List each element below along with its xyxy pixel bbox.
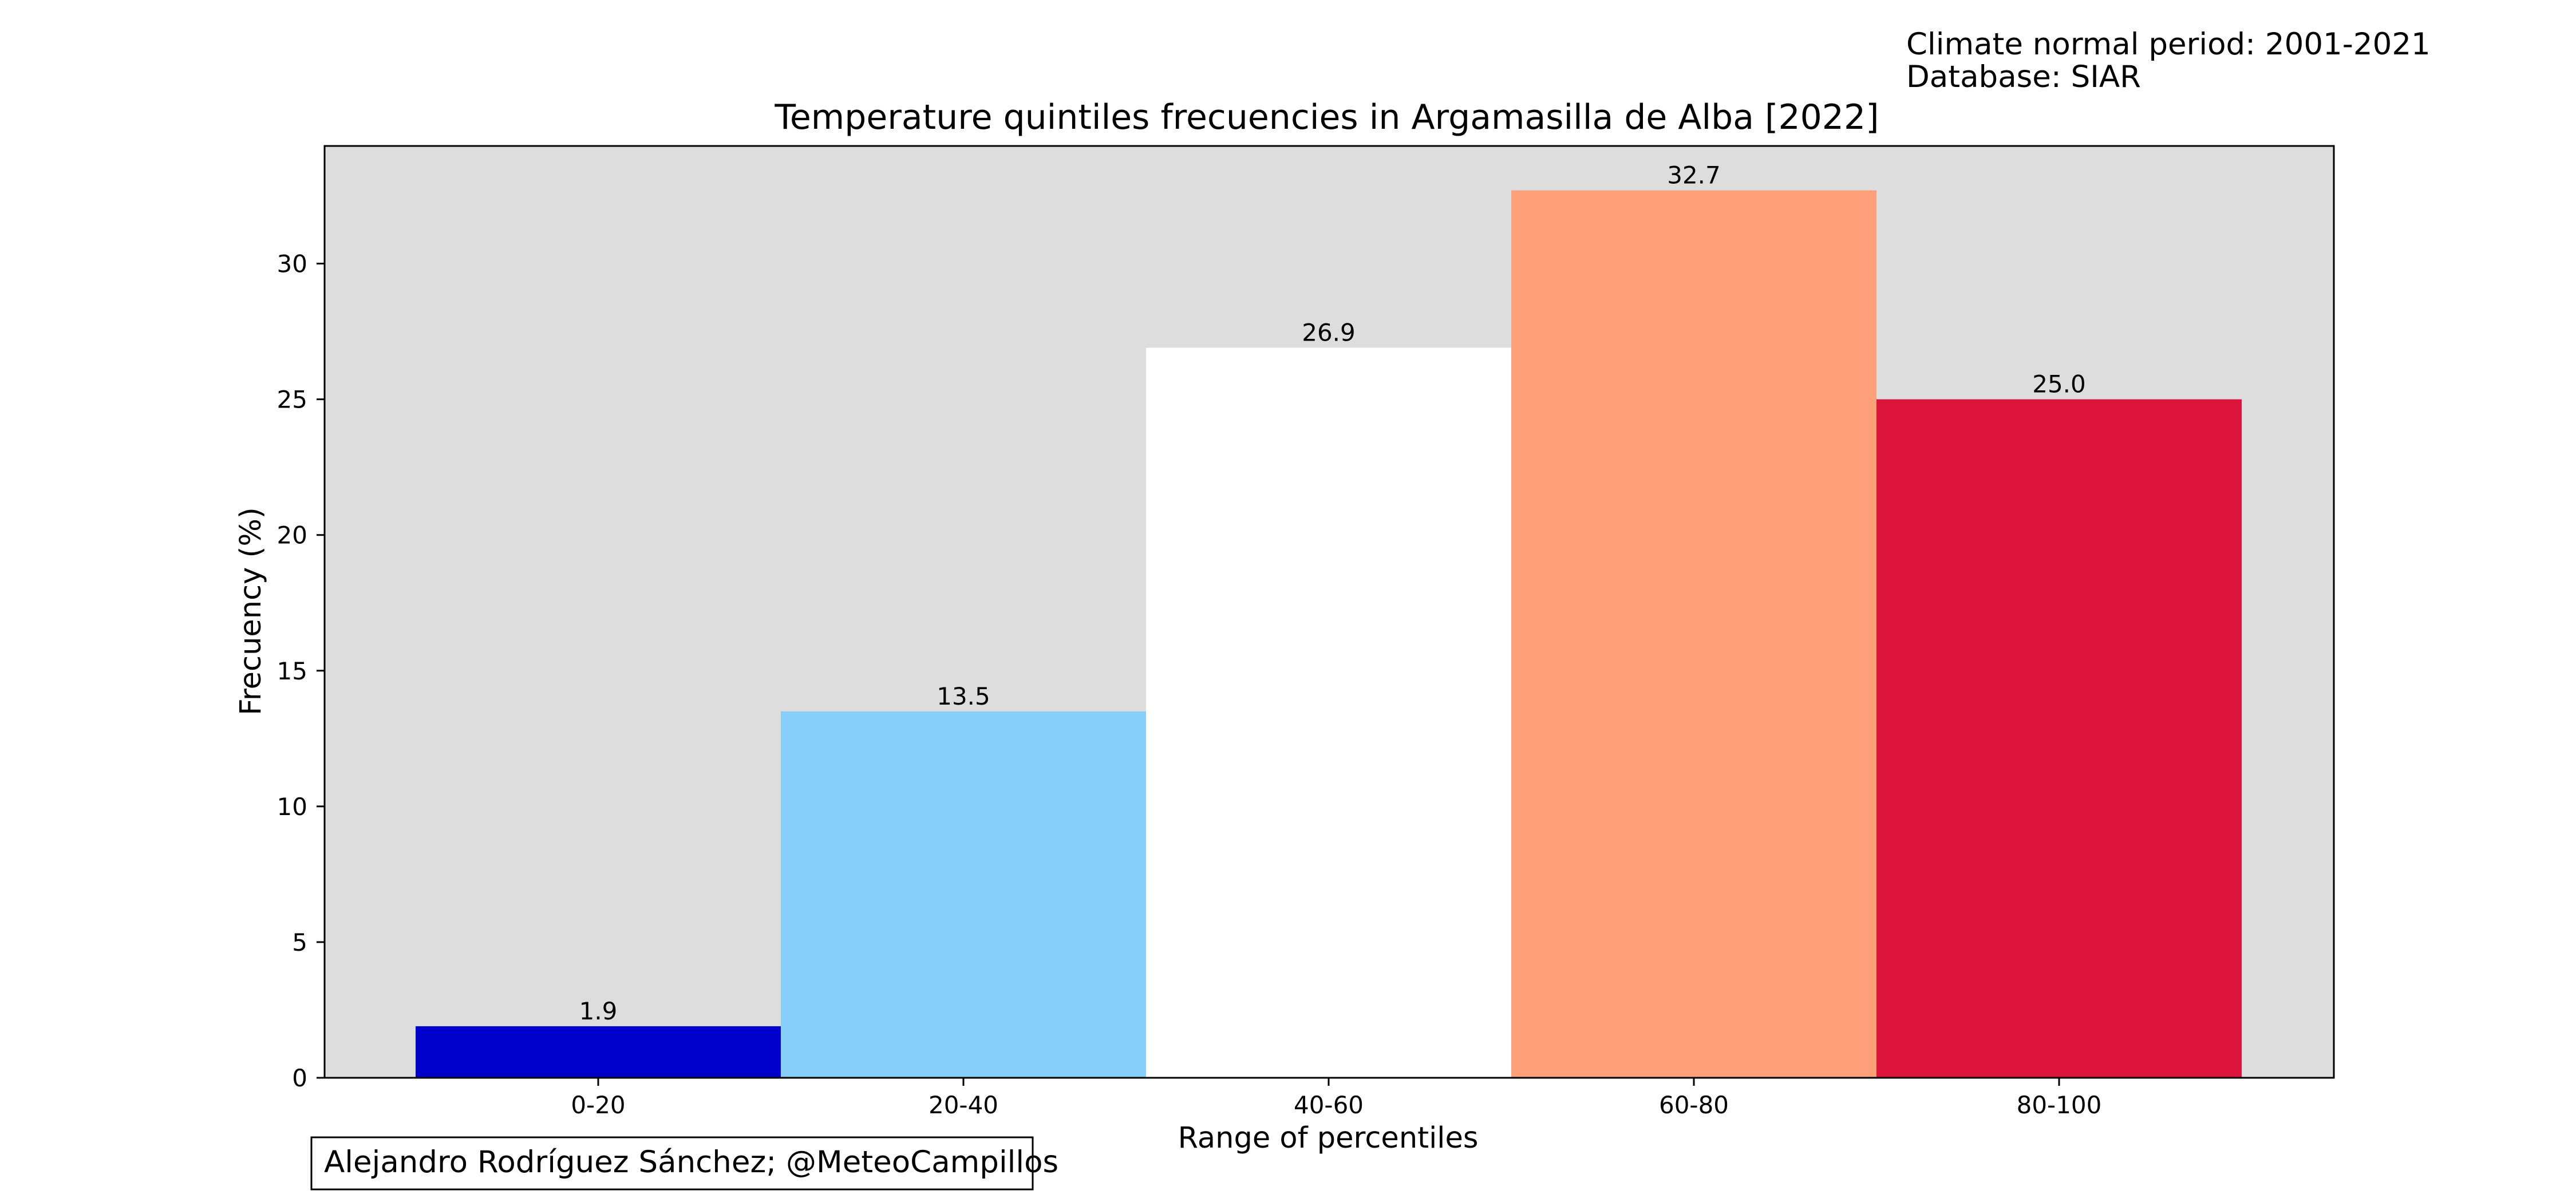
y-tick-label-25: 25 bbox=[277, 386, 307, 414]
value-label-20-40: 13.5 bbox=[937, 682, 990, 710]
credit-box bbox=[310, 1136, 1034, 1191]
y-tick-label-10: 10 bbox=[277, 793, 307, 821]
value-labels-group: 1.9 13.5 26.9 32.7 25.0 bbox=[579, 161, 2086, 1025]
bar-40-60 bbox=[1146, 347, 1511, 1078]
x-tick-label-80-100: 80-100 bbox=[2017, 1091, 2102, 1119]
value-label-0-20: 1.9 bbox=[579, 997, 618, 1025]
x-tick-label-0-20: 0-20 bbox=[571, 1091, 625, 1119]
bar-80-100 bbox=[1876, 399, 2242, 1078]
value-label-80-100: 25.0 bbox=[2032, 370, 2086, 398]
y-tick-label-20: 20 bbox=[277, 521, 307, 549]
database-note: Database: SIAR bbox=[1906, 60, 2141, 94]
x-tick-label-60-80: 60-80 bbox=[1659, 1091, 1729, 1119]
x-tick-label-20-40: 20-40 bbox=[929, 1091, 998, 1119]
plot-frame bbox=[323, 145, 2335, 1079]
value-label-60-80: 32.7 bbox=[1667, 161, 1721, 189]
period-note: Climate normal period: 2001-2021 bbox=[1906, 27, 2431, 62]
bar-60-80 bbox=[1511, 190, 1876, 1078]
x-tick-label-40-60: 40-60 bbox=[1294, 1091, 1364, 1119]
chart-title: Temperature quintiles frecuencies in Arg… bbox=[774, 97, 1879, 137]
y-tick-label-5: 5 bbox=[292, 928, 307, 956]
credit-text: Alejandro Rodríguez Sánchez; @MeteoCampi… bbox=[324, 1145, 1058, 1180]
bars-group bbox=[416, 190, 2242, 1078]
bar-20-40 bbox=[781, 711, 1146, 1078]
x-axis-label: Range of percentiles bbox=[1178, 1121, 1479, 1155]
y-tick-label-15: 15 bbox=[277, 657, 307, 685]
bar-0-20 bbox=[416, 1026, 781, 1078]
y-axis-ticks: 0 5 10 15 20 25 30 bbox=[277, 250, 325, 1092]
y-tick-label-30: 30 bbox=[277, 250, 307, 278]
value-label-40-60: 26.9 bbox=[1302, 319, 1356, 347]
y-tick-label-0: 0 bbox=[292, 1064, 307, 1092]
x-axis-ticks: 0-20 20-40 40-60 60-80 80-100 bbox=[571, 1078, 2101, 1119]
y-axis-label: Frecuency (%) bbox=[234, 507, 268, 715]
